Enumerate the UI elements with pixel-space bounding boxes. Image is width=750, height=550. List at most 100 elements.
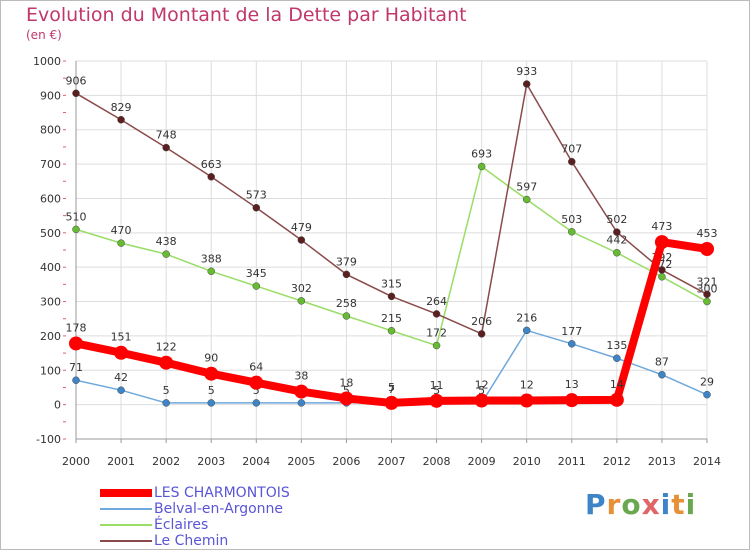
- data-point: [159, 355, 174, 370]
- data-point: [568, 157, 576, 166]
- data-point: [613, 228, 621, 236]
- data-label: 5: [208, 384, 215, 397]
- data-label: 71: [69, 361, 83, 374]
- data-label: 479: [291, 221, 312, 234]
- y-tick-label: 600: [40, 192, 61, 205]
- data-label: 5: [253, 384, 260, 397]
- data-label: 258: [336, 297, 357, 310]
- data-point: [207, 173, 215, 181]
- data-point: [700, 241, 714, 256]
- y-tick-label: 200: [40, 330, 61, 343]
- data-label: 379: [336, 255, 357, 268]
- data-label: 122: [156, 341, 177, 354]
- x-tick-label: 2001: [107, 455, 135, 468]
- data-point: [703, 390, 711, 399]
- data-point: [564, 393, 579, 408]
- data-label: 597: [516, 180, 537, 193]
- x-tick-label: 2003: [197, 455, 225, 468]
- data-point: [522, 326, 531, 335]
- data-label: 5: [343, 384, 350, 397]
- data-label: 11: [430, 379, 444, 392]
- y-tick-label: 300: [40, 296, 61, 309]
- data-label: 933: [516, 65, 537, 78]
- data-label: 135: [606, 339, 627, 352]
- data-label: 663: [201, 158, 222, 171]
- data-point: [342, 312, 351, 320]
- data-point: [432, 310, 441, 318]
- data-label: 906: [66, 74, 87, 87]
- data-label: 503: [561, 213, 582, 226]
- data-point: [252, 399, 261, 407]
- data-point: [72, 376, 80, 384]
- data-point: [252, 203, 261, 212]
- legend-swatch: [100, 540, 152, 542]
- data-point: [252, 282, 261, 290]
- data-label: 38: [294, 370, 308, 383]
- data-point: [342, 270, 351, 279]
- data-label: 14: [610, 378, 624, 391]
- data-point: [117, 239, 125, 247]
- data-label: 502: [606, 213, 627, 226]
- x-tick-label: 2012: [603, 455, 631, 468]
- legend-label: Le Chemin: [154, 533, 229, 549]
- data-label: 216: [516, 311, 537, 324]
- data-point: [69, 336, 83, 351]
- x-tick-label: 2013: [648, 455, 676, 468]
- y-tick-label: -100: [36, 433, 61, 446]
- data-point: [703, 290, 711, 299]
- x-tick-label: 2008: [423, 455, 451, 468]
- brand-logo: Proxiti: [585, 488, 697, 521]
- data-label: 7: [388, 383, 395, 396]
- data-point: [339, 391, 354, 406]
- data-label: 473: [651, 220, 672, 233]
- data-point: [654, 235, 669, 250]
- legend-swatch: [100, 489, 152, 497]
- data-point: [249, 375, 264, 390]
- legend-item: Le Chemin: [100, 533, 420, 549]
- data-point: [162, 143, 170, 152]
- y-tick-label: 0: [54, 399, 61, 412]
- y-tick-label: 800: [40, 124, 61, 137]
- data-label: 829: [111, 101, 132, 114]
- legend: LES CHARMONTOIS Belval-en-Argonne Éclaires…: [100, 485, 420, 549]
- data-label: 345: [246, 267, 267, 280]
- data-point: [658, 273, 666, 281]
- data-point: [117, 116, 125, 124]
- data-point: [568, 228, 576, 236]
- data-label: 748: [156, 129, 177, 142]
- x-tick-label: 2010: [513, 455, 541, 468]
- data-point: [72, 225, 80, 234]
- data-point: [432, 341, 441, 350]
- data-point: [294, 384, 309, 399]
- x-tick-label: 2004: [242, 455, 270, 468]
- data-label: 5: [388, 381, 395, 394]
- legend-swatch: [100, 524, 152, 526]
- data-point: [522, 195, 531, 204]
- data-point: [384, 395, 399, 410]
- data-point: [117, 386, 125, 394]
- data-label: 151: [111, 331, 132, 344]
- data-point: [613, 354, 621, 362]
- data-label: 510: [66, 210, 87, 223]
- data-point: [204, 366, 219, 381]
- data-point: [658, 266, 666, 274]
- data-label: 453: [697, 227, 718, 240]
- data-label: 388: [201, 252, 222, 265]
- data-label: 13: [565, 378, 579, 391]
- data-point: [658, 370, 666, 379]
- chart-title: Evolution du Montant de la Dette par Hab…: [26, 4, 467, 26]
- data-point: [429, 393, 444, 408]
- legend-label: LES CHARMONTOIS: [154, 485, 290, 501]
- data-point: [207, 267, 215, 276]
- data-label: 302: [291, 282, 312, 295]
- data-point: [522, 80, 531, 88]
- data-point: [474, 393, 489, 408]
- data-label: 90: [204, 352, 218, 365]
- data-point: [568, 340, 576, 348]
- data-point: [519, 393, 534, 408]
- data-label: 5: [433, 384, 440, 397]
- data-label: 178: [66, 321, 87, 334]
- data-point: [477, 162, 486, 171]
